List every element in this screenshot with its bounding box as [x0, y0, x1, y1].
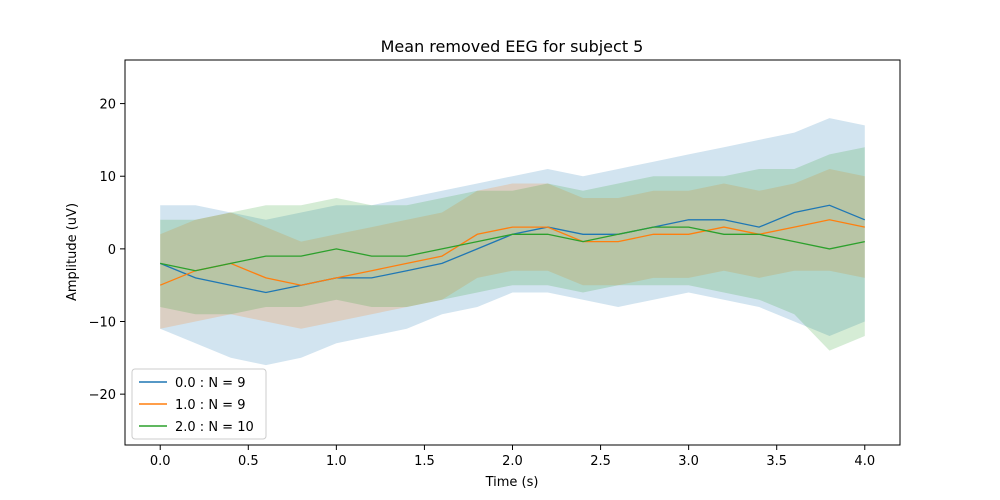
x-tick-label: 3.5: [766, 454, 787, 469]
y-tick-label: −10: [89, 316, 116, 331]
y-axis-label: Amplitude (uV): [65, 203, 80, 301]
legend-box: [131, 368, 267, 440]
legend-label-series-1: 1.0 : N = 9: [175, 398, 245, 413]
y-tick-label: 20: [99, 98, 116, 113]
x-tick-label: 1.5: [414, 454, 435, 469]
x-tick-label: 3.0: [678, 454, 699, 469]
legend-label-series-2: 2.0 : N = 10: [175, 420, 254, 435]
x-tick-label: 4.0: [854, 454, 875, 469]
x-axis-ticks: 0.0 0.5 1.0 1.5 2.0 2.5 3.0 3.5 4.0: [150, 445, 875, 469]
y-tick-label: −20: [89, 388, 116, 403]
y-tick-label: 10: [99, 170, 116, 185]
x-tick-label: 0.0: [150, 454, 171, 469]
x-tick-label: 2.5: [590, 454, 611, 469]
x-tick-label: 0.5: [238, 454, 259, 469]
band-series-2: [160, 147, 865, 351]
band-series-1: [160, 169, 865, 329]
y-axis-ticks: −20 −10 0 10 20: [89, 98, 125, 403]
x-tick-label: 1.0: [326, 454, 347, 469]
series-lines: [159, 204, 866, 294]
band-series-0: [160, 118, 865, 366]
x-tick-label: 2.0: [502, 454, 523, 469]
line-series-2: [160, 226, 865, 272]
legend-label-series-0: 0.0 : N = 9: [175, 376, 245, 391]
confidence-bands: [160, 118, 865, 366]
chart-title: Mean removed EEG for subject 5: [381, 37, 644, 56]
line-series-1: [159, 219, 865, 286]
chart-legend: 0.0 : N = 9 1.0 : N = 9 2.0 : N = 10: [131, 368, 267, 440]
y-tick-label: 0: [108, 243, 116, 258]
x-axis-label: Time (s): [485, 475, 539, 490]
